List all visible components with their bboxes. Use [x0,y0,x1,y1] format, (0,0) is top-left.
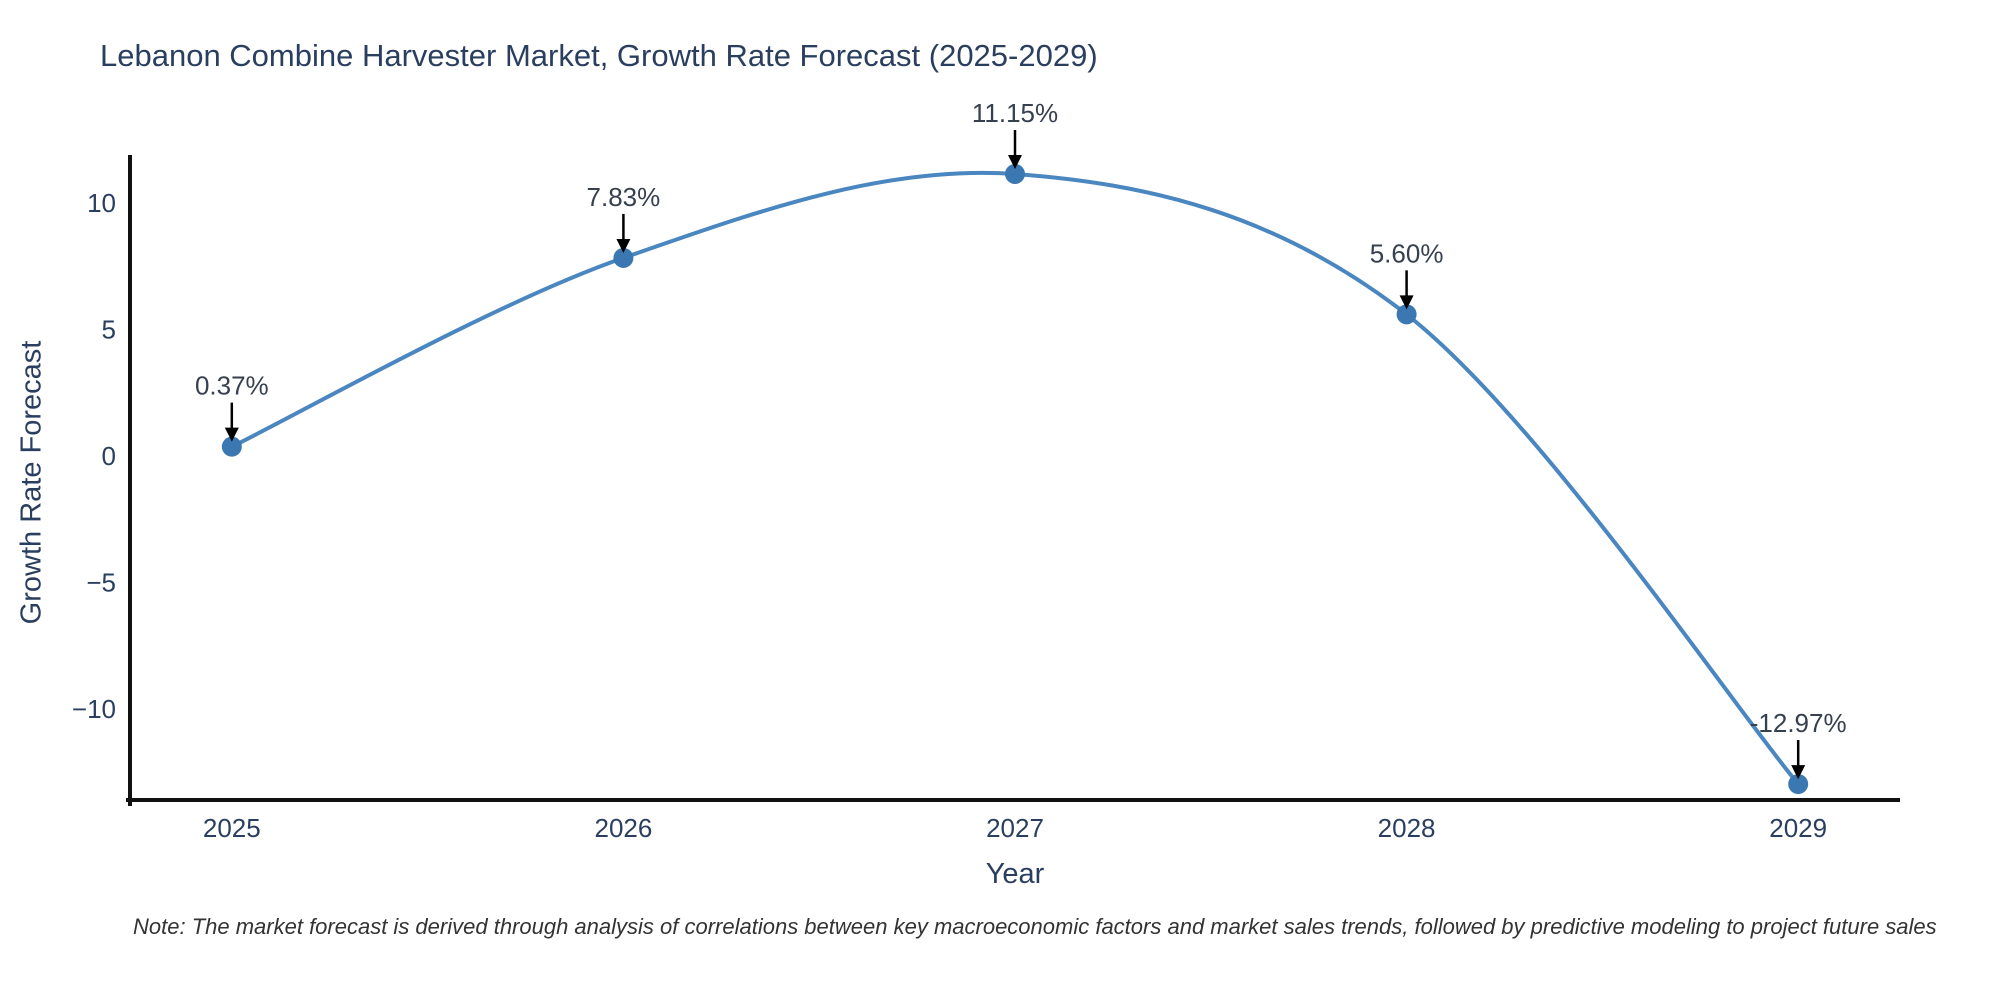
y-tick-label: 5 [102,315,116,345]
annotation-label: 11.15% [972,98,1058,128]
annotation-label: -12.97% [1750,708,1847,738]
x-axis-title: Year [985,858,1045,890]
data-point-2028[interactable] [1396,304,1417,325]
y-tick-label: −10 [72,694,116,724]
forecast-line [229,170,1801,787]
annotation-label: 5.60% [1370,238,1444,268]
chart-title: Lebanon Combine Harvester Market, Growth… [100,38,1098,73]
y-axis-title: Growth Rate Forecast [15,340,48,625]
y-tick-label: −5 [86,567,116,597]
x-tick-label: 2025 [203,813,261,843]
annotation-label: 0.37% [195,371,269,401]
x-tick-label: 2029 [1769,813,1827,843]
annotation-arrowhead [224,427,239,442]
annotation-arrowhead [616,238,631,253]
data-point-2027[interactable] [1005,163,1025,184]
annotation-arrowhead [1791,765,1806,780]
annotation-label: 7.83% [587,182,661,212]
y-tick-label: 10 [87,188,116,218]
annotation-arrowhead [1399,295,1414,310]
x-tick-label: 2026 [594,813,652,843]
footnote-text: Note: The market forecast is derived thr… [133,914,1937,939]
data-point-2025[interactable] [221,436,242,457]
data-point-2029[interactable] [1788,774,1809,795]
annotation-arrowhead [1008,154,1022,169]
data-point-2026[interactable] [613,247,634,268]
x-tick-label: 2028 [1378,813,1436,843]
x-tick-label: 2027 [986,813,1044,843]
y-tick-label: 0 [102,441,116,471]
